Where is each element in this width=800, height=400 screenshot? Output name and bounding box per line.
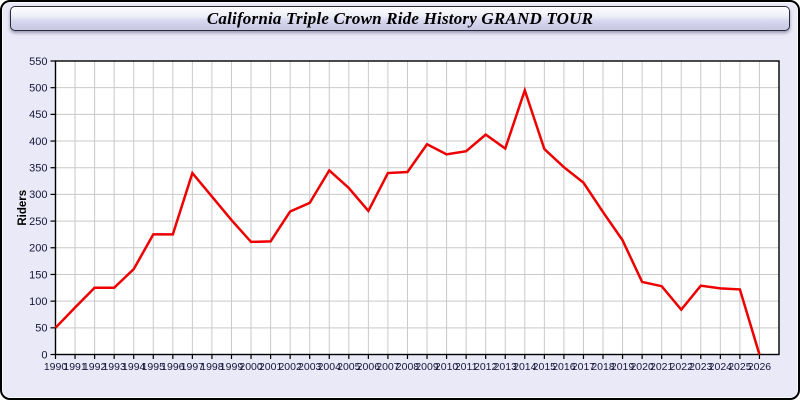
riders-series-line	[54, 86, 761, 355]
gridlines	[55, 61, 779, 355]
x-tick-label: 1999	[220, 361, 244, 373]
x-tick-label: 2012	[474, 361, 498, 373]
y-tick-label: 450	[29, 109, 47, 121]
y-tick-label: 300	[29, 189, 47, 201]
x-tick-label: 2026	[748, 361, 772, 373]
y-tick-labels: 0 50 100 150 200 250 300 350 400 450 500 550	[29, 56, 47, 361]
x-tick-label: 2001	[259, 361, 283, 373]
x-tick-label: 1994	[122, 361, 146, 373]
x-tick-label: 2025	[728, 361, 752, 373]
x-tick-label: 2008	[396, 361, 420, 373]
x-tick-labels: 1990199119921993199419951996199719981999…	[44, 361, 771, 373]
x-tick-label: 2021	[650, 361, 674, 373]
y-tick-label: 550	[29, 56, 47, 68]
x-tick-label: 2016	[552, 361, 576, 373]
y-tick-label: 350	[29, 163, 47, 175]
x-tick-label: 2013	[494, 361, 518, 373]
axis-ticks	[50, 60, 761, 359]
x-tick-label: 1991	[63, 361, 87, 373]
x-tick-label: 2009	[415, 361, 439, 373]
y-tick-label: 500	[29, 82, 47, 94]
x-tick-label: 2007	[376, 361, 400, 373]
x-tick-label: 2000	[239, 361, 263, 373]
x-tick-label: 1997	[181, 361, 205, 373]
y-tick-label: 400	[29, 136, 47, 148]
x-tick-label: 2006	[357, 361, 381, 373]
x-tick-label: 2002	[278, 361, 302, 373]
x-tick-label: 2019	[611, 361, 635, 373]
x-tick-label: 2020	[630, 361, 654, 373]
title-bar: California Triple Crown Ride History GRA…	[10, 6, 790, 31]
x-tick-label: 1998	[200, 361, 224, 373]
x-tick-label: 1993	[102, 361, 126, 373]
x-tick-label: 2004	[318, 361, 342, 373]
x-tick-label: 2010	[435, 361, 459, 373]
x-tick-label: 2023	[689, 361, 713, 373]
x-tick-label: 2003	[298, 361, 322, 373]
x-tick-label: 1996	[161, 361, 185, 373]
y-tick-label: 50	[35, 323, 47, 335]
x-tick-label: 2005	[337, 361, 361, 373]
x-tick-label: 2017	[572, 361, 596, 373]
x-tick-label: 1992	[83, 361, 107, 373]
x-tick-label: 1990	[44, 361, 68, 373]
x-tick-label: 2011	[455, 361, 478, 373]
plot-area	[55, 61, 779, 355]
chart-title: California Triple Crown Ride History GRA…	[206, 9, 594, 28]
x-tick-label: 2015	[533, 361, 557, 373]
x-tick-label: 2022	[670, 361, 694, 373]
y-tick-label: 200	[29, 243, 47, 255]
x-tick-label: 1995	[142, 361, 166, 373]
y-tick-label: 150	[29, 269, 47, 281]
plot-border	[54, 60, 780, 356]
y-tick-label: 100	[29, 296, 47, 308]
x-tick-label: 2024	[709, 361, 733, 373]
x-tick-label: 2018	[591, 361, 615, 373]
y-tick-label: 0	[41, 349, 47, 361]
x-tick-label: 2014	[513, 361, 537, 373]
y-axis-title: Riders	[17, 190, 29, 226]
y-tick-label: 250	[29, 216, 47, 228]
